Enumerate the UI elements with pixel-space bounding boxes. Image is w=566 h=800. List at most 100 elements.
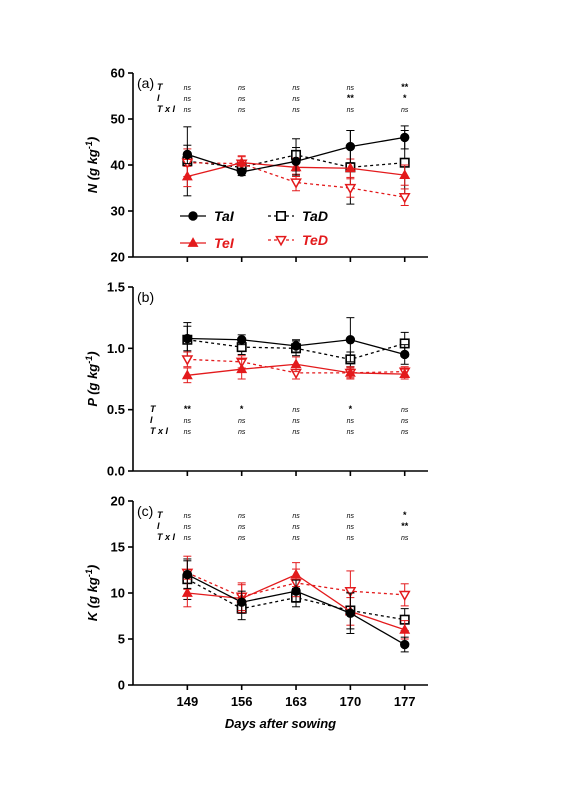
- panel-c: 0 5 10 15 20 149 156 163 170 177 Days after sowing…: [84, 494, 428, 731]
- data-point: [399, 623, 411, 634]
- significance-value: ns: [184, 107, 192, 114]
- significance-value: ns: [184, 96, 192, 103]
- data-point: [344, 162, 356, 173]
- y-axis-label: P (g kg-1): [84, 351, 100, 406]
- significance-value: ns: [292, 524, 300, 531]
- data-point: [345, 141, 356, 152]
- data-point: [400, 349, 410, 360]
- data-point: [400, 132, 410, 143]
- data-point: [236, 363, 248, 374]
- significance-value: ns: [238, 107, 246, 114]
- legend-label: TeI: [214, 235, 235, 251]
- x-axis-label: Days after sowing: [225, 716, 336, 731]
- x-tick-label: 149: [176, 694, 198, 709]
- significance-value: ns: [347, 418, 355, 425]
- significance-value: ns: [184, 418, 192, 425]
- y-tick-label: 20: [111, 250, 125, 265]
- legend-label: TaD: [302, 208, 328, 224]
- x-tick-label: 163: [285, 694, 307, 709]
- y-tick-label: 15: [111, 540, 125, 555]
- data-point: [398, 590, 411, 602]
- legend-entry-TaI: TaI: [180, 208, 235, 224]
- significance-value: ns: [238, 96, 246, 103]
- significance-value: ns: [292, 96, 300, 103]
- data-point: [344, 367, 356, 377]
- data-point: [344, 183, 357, 195]
- y-tick-label: 5: [118, 632, 125, 647]
- y-tick-label: 0.5: [107, 402, 125, 417]
- significance-value: ns: [347, 85, 355, 92]
- data-point: [182, 333, 193, 344]
- significance-value: ns: [238, 535, 246, 542]
- significance-value: **: [401, 82, 409, 92]
- significance-value: ns: [238, 429, 246, 436]
- data-point: [400, 639, 410, 650]
- panel-label: (a): [137, 75, 154, 91]
- significance-row-label: I: [157, 521, 160, 531]
- data-point: [398, 193, 411, 204]
- data-point: [236, 156, 248, 167]
- legend-marker: [275, 235, 287, 247]
- series-TeI: [181, 562, 411, 640]
- data-point: [345, 335, 356, 345]
- significance-value: ns: [401, 535, 409, 542]
- data-point: [236, 597, 247, 607]
- legend-entry-TeD: TeD: [268, 232, 328, 248]
- data-point: [344, 587, 357, 598]
- significance-value: ns: [401, 407, 409, 414]
- y-axis-label: K (g kg-1): [84, 565, 100, 621]
- data-point: [290, 178, 302, 189]
- significance-value: ns: [347, 513, 355, 520]
- significance-value: *: [403, 510, 407, 520]
- x-tick-label: 170: [340, 694, 362, 709]
- y-tick-label: 1.5: [107, 280, 125, 295]
- significance-value: **: [184, 404, 192, 414]
- significance-value: ns: [401, 429, 409, 436]
- data-point: [290, 358, 302, 369]
- data-point: [181, 369, 193, 380]
- significance-value: ns: [347, 524, 355, 531]
- significance-value: ns: [184, 85, 192, 92]
- data-point: [399, 368, 411, 378]
- significance-value: **: [347, 93, 355, 103]
- significance-row-label: T: [157, 82, 164, 92]
- significance-value: *: [349, 404, 353, 414]
- data-point: [290, 568, 302, 579]
- significance-value: ns: [184, 513, 192, 520]
- y-tick-label: 30: [111, 204, 125, 219]
- series-line: [187, 162, 405, 198]
- significance-row-label: T: [157, 510, 164, 520]
- data-point: [345, 608, 356, 618]
- significance-value: ns: [238, 513, 246, 520]
- significance-row-label: T x I: [157, 532, 176, 542]
- significance-value: ns: [401, 107, 409, 114]
- y-tick-label: 0.0: [107, 464, 125, 479]
- data-point: [182, 149, 193, 160]
- legend-entry-TeI: TeI: [180, 235, 235, 251]
- y-tick-label: 20: [111, 494, 125, 509]
- significance-value: ns: [184, 429, 192, 436]
- legend-entry-TaD: TaD: [268, 208, 328, 224]
- series-TaI: [182, 560, 410, 653]
- significance-value: ns: [292, 513, 300, 520]
- y-tick-label: 60: [111, 66, 125, 81]
- data-point: [181, 170, 193, 181]
- data-point: [236, 167, 247, 177]
- significance-value: ns: [347, 429, 355, 436]
- panel-label: (b): [137, 289, 154, 305]
- significance-value: ns: [401, 418, 409, 425]
- legend-label: TaI: [214, 208, 235, 224]
- significance-value: ns: [238, 418, 246, 425]
- y-tick-label: 1.0: [107, 341, 125, 356]
- significance-row-label: T: [150, 404, 157, 414]
- significance-value: ns: [238, 85, 246, 92]
- data-point: [181, 587, 193, 597]
- panel-label: (c): [137, 503, 153, 519]
- significance-value: ns: [292, 107, 300, 114]
- significance-row-label: I: [157, 93, 160, 103]
- y-tick-label: 50: [111, 112, 125, 127]
- data-point: [291, 586, 301, 596]
- series-TeI: [181, 356, 411, 384]
